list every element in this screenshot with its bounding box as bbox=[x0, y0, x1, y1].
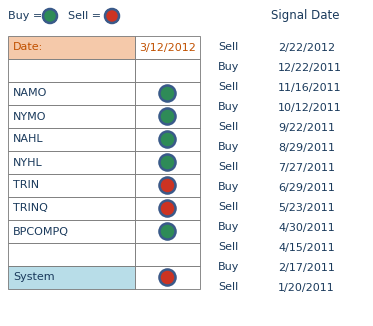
Bar bbox=[135, 266, 200, 289]
Bar bbox=[8, 151, 135, 174]
Bar bbox=[8, 59, 135, 82]
Circle shape bbox=[160, 177, 176, 194]
Text: TRINQ: TRINQ bbox=[13, 203, 48, 214]
Bar bbox=[135, 197, 200, 220]
Text: NAHL: NAHL bbox=[13, 135, 44, 144]
Text: Buy: Buy bbox=[218, 183, 239, 192]
Bar bbox=[135, 174, 200, 197]
Text: Signal Date: Signal Date bbox=[271, 9, 339, 22]
Text: NAMO: NAMO bbox=[13, 88, 47, 98]
Text: 11/16/2011: 11/16/2011 bbox=[278, 82, 342, 93]
Bar bbox=[135, 59, 200, 82]
Text: Date:: Date: bbox=[13, 42, 43, 52]
Text: Buy: Buy bbox=[218, 142, 239, 153]
Text: Buy =: Buy = bbox=[8, 11, 42, 21]
Text: 8/29/2011: 8/29/2011 bbox=[278, 142, 335, 153]
Bar bbox=[8, 128, 135, 151]
Text: Buy: Buy bbox=[218, 223, 239, 232]
Bar bbox=[135, 220, 200, 243]
Text: Sell: Sell bbox=[218, 42, 238, 52]
Bar bbox=[8, 220, 135, 243]
Bar bbox=[8, 174, 135, 197]
Bar bbox=[135, 243, 200, 266]
Bar bbox=[8, 197, 135, 220]
Text: System: System bbox=[13, 273, 54, 283]
Text: Sell: Sell bbox=[218, 123, 238, 132]
Text: NYHL: NYHL bbox=[13, 157, 43, 168]
Circle shape bbox=[160, 85, 176, 101]
Text: 4/30/2011: 4/30/2011 bbox=[278, 223, 335, 232]
Text: Sell: Sell bbox=[218, 82, 238, 93]
Text: Buy: Buy bbox=[218, 63, 239, 72]
Circle shape bbox=[105, 9, 119, 23]
Bar bbox=[8, 243, 135, 266]
Text: 2/17/2011: 2/17/2011 bbox=[278, 262, 335, 273]
Bar bbox=[8, 266, 135, 289]
Text: Sell: Sell bbox=[218, 243, 238, 253]
Text: 2/22/2012: 2/22/2012 bbox=[278, 42, 335, 52]
Circle shape bbox=[160, 131, 176, 147]
Text: Sell =: Sell = bbox=[68, 11, 101, 21]
Text: Buy: Buy bbox=[218, 262, 239, 273]
Text: 7/27/2011: 7/27/2011 bbox=[278, 162, 335, 172]
Text: 6/29/2011: 6/29/2011 bbox=[278, 183, 335, 192]
Bar bbox=[8, 36, 135, 59]
Text: Buy: Buy bbox=[218, 102, 239, 112]
Text: NYMO: NYMO bbox=[13, 111, 47, 122]
Text: 12/22/2011: 12/22/2011 bbox=[278, 63, 342, 72]
Circle shape bbox=[160, 224, 176, 240]
Circle shape bbox=[160, 200, 176, 216]
Bar bbox=[135, 82, 200, 105]
Text: 9/22/2011: 9/22/2011 bbox=[278, 123, 335, 132]
Bar bbox=[135, 105, 200, 128]
Circle shape bbox=[160, 155, 176, 170]
Text: 10/12/2011: 10/12/2011 bbox=[278, 102, 342, 112]
Text: TRIN: TRIN bbox=[13, 181, 39, 190]
Circle shape bbox=[160, 109, 176, 125]
Circle shape bbox=[160, 270, 176, 286]
Text: Sell: Sell bbox=[218, 162, 238, 172]
Text: 4/15/2011: 4/15/2011 bbox=[278, 243, 335, 253]
Bar bbox=[8, 82, 135, 105]
Text: 5/23/2011: 5/23/2011 bbox=[278, 202, 335, 213]
Text: Sell: Sell bbox=[218, 283, 238, 292]
Circle shape bbox=[43, 9, 57, 23]
Text: 1/20/2011: 1/20/2011 bbox=[278, 283, 335, 292]
Bar bbox=[135, 128, 200, 151]
Text: 3/12/2012: 3/12/2012 bbox=[139, 42, 196, 52]
Text: BPCOMPQ: BPCOMPQ bbox=[13, 227, 69, 236]
Bar bbox=[8, 105, 135, 128]
Bar bbox=[135, 151, 200, 174]
Bar bbox=[135, 36, 200, 59]
Text: Sell: Sell bbox=[218, 202, 238, 213]
